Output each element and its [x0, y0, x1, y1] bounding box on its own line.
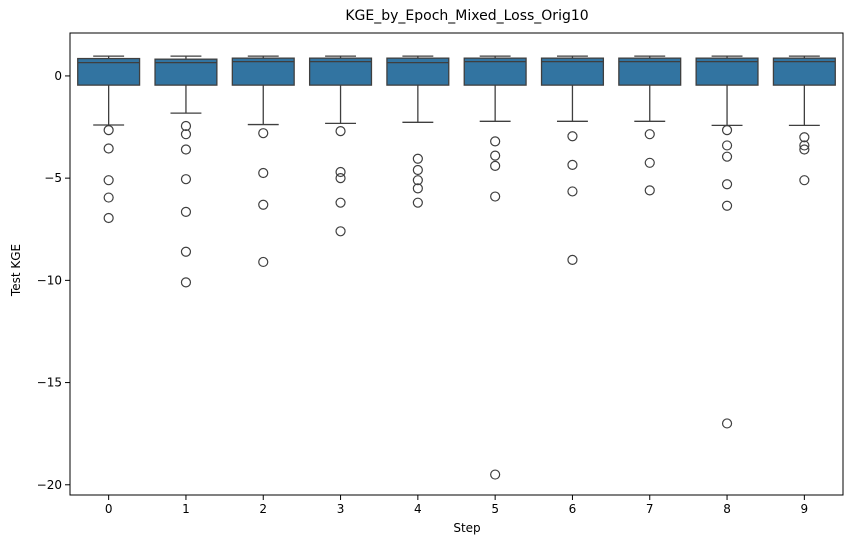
- y-tick-label: −20: [37, 478, 62, 492]
- outlier-point: [335, 226, 346, 237]
- outlier-point: [335, 126, 346, 137]
- outlier-point: [180, 277, 192, 288]
- y-tick-label: −5: [44, 171, 62, 185]
- outlier-point: [567, 159, 578, 170]
- x-axis-label: Step: [453, 521, 480, 535]
- outlier-point: [721, 418, 733, 429]
- outlier-point: [335, 197, 346, 208]
- outlier-point: [103, 143, 114, 154]
- outlier-point: [644, 129, 655, 140]
- outlier-point: [180, 246, 192, 257]
- outlier-point: [412, 153, 423, 164]
- x-tick-label: 0: [105, 502, 113, 516]
- outlier-point: [644, 157, 655, 168]
- box: [231, 57, 295, 86]
- outlier-point: [103, 125, 114, 136]
- x-tick-label: 3: [337, 502, 345, 516]
- outlier-point: [721, 179, 733, 190]
- outlier-point: [799, 144, 810, 155]
- outlier-point: [103, 175, 114, 186]
- chart-title: KGE_by_Epoch_Mixed_Loss_Orig10: [345, 8, 588, 24]
- plot-area: 0 −5 −10 −15 −20 0 1 2 3 4 5 6 7 8 9: [37, 32, 844, 516]
- outlier-point: [721, 200, 733, 211]
- x-tick-label: 1: [182, 502, 190, 516]
- outlier-point: [258, 199, 269, 210]
- x-tick-label: 8: [723, 502, 731, 516]
- outlier-point: [180, 129, 192, 140]
- outlier-point: [258, 128, 269, 139]
- y-axis-label: Test KGE: [9, 244, 23, 297]
- outlier-point: [335, 166, 346, 178]
- outlier-point: [490, 160, 501, 171]
- outlier-point: [567, 186, 578, 197]
- outlier-point: [799, 175, 810, 186]
- outlier-point: [799, 132, 810, 143]
- outlier-point: [180, 206, 192, 217]
- y-tick-label: −10: [37, 273, 62, 287]
- outlier-point: [799, 140, 810, 151]
- x-tick-label: 6: [569, 502, 577, 516]
- x-tick-label: 7: [646, 502, 654, 516]
- x-tick-label: 5: [491, 502, 499, 516]
- outlier-point: [490, 136, 501, 147]
- outlier-point: [180, 144, 192, 155]
- outlier-point: [258, 256, 269, 268]
- outlier-point: [567, 254, 578, 266]
- x-tick-label: 9: [801, 502, 809, 516]
- y-tick-label: 0: [54, 69, 62, 83]
- outlier-point: [721, 125, 733, 136]
- box: [540, 57, 605, 86]
- x-tick-label: 2: [259, 502, 267, 516]
- outlier-point: [567, 131, 578, 142]
- outlier-point: [721, 140, 733, 151]
- box: [308, 57, 373, 86]
- outlier-point: [490, 150, 501, 161]
- outlier-point: [644, 185, 655, 196]
- box: [772, 57, 836, 86]
- box: [463, 57, 527, 86]
- y-tick-label: −15: [37, 376, 62, 390]
- outlier-point: [490, 191, 501, 202]
- outlier-point: [180, 174, 192, 185]
- box: [618, 57, 682, 86]
- outlier-point: [335, 173, 346, 184]
- outlier-point: [490, 469, 501, 480]
- outlier-point: [103, 192, 114, 203]
- box: [154, 58, 218, 86]
- x-tick-label: 4: [414, 502, 422, 516]
- outlier-point: [412, 175, 423, 186]
- outlier-point: [412, 183, 423, 194]
- outlier-point: [258, 167, 269, 179]
- outlier-point: [180, 120, 192, 132]
- plot-frame: [69, 32, 844, 496]
- outlier-point: [721, 151, 733, 162]
- outlier-point: [412, 197, 423, 208]
- outlier-point: [412, 164, 423, 176]
- outlier-point: [103, 212, 114, 224]
- box: [695, 57, 759, 86]
